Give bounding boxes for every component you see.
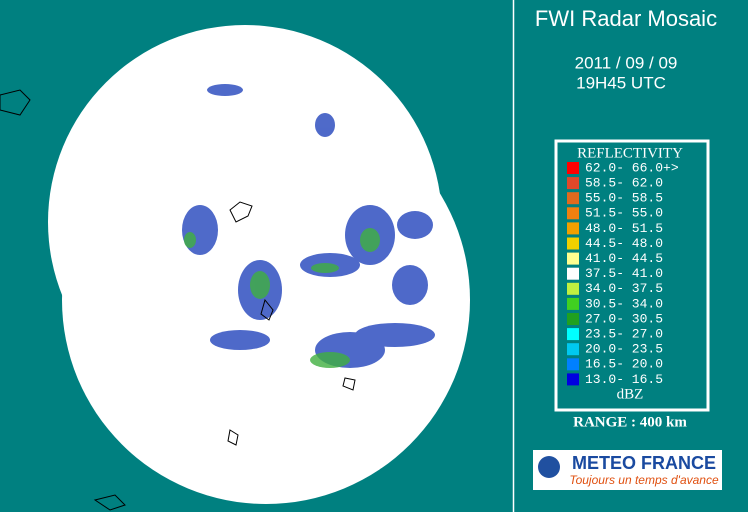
legend-label: 27.0- 30.5 bbox=[585, 311, 663, 326]
legend-label: 48.0- 51.5 bbox=[585, 221, 663, 236]
legend-swatch bbox=[567, 328, 579, 341]
range: RANGE : 400 km bbox=[573, 414, 687, 430]
legend-swatch bbox=[567, 267, 579, 280]
legend-swatch bbox=[567, 207, 579, 220]
logo-tagline: Toujours un temps d'avance bbox=[569, 473, 719, 487]
legend-label: 20.0- 23.5 bbox=[585, 342, 663, 357]
legend-label: 37.5- 41.0 bbox=[585, 266, 663, 281]
legend-swatch bbox=[567, 297, 579, 310]
legend-swatch bbox=[567, 222, 579, 235]
legend-unit: dBZ bbox=[617, 386, 644, 402]
legend-swatch bbox=[567, 313, 579, 325]
time: 19H45 UTC bbox=[576, 73, 666, 92]
legend-label: 41.0- 44.5 bbox=[585, 251, 663, 266]
legend-label: 13.0- 16.5 bbox=[585, 372, 663, 387]
legend-label: 58.5- 62.0 bbox=[585, 176, 663, 191]
legend-label: 44.5- 48.0 bbox=[585, 236, 663, 251]
legend-swatch bbox=[567, 373, 579, 386]
logo-icon bbox=[538, 456, 560, 478]
legend-label: 51.5- 55.0 bbox=[585, 206, 663, 221]
legend-swatch bbox=[567, 252, 579, 265]
legend-label: 34.0- 37.5 bbox=[585, 281, 663, 296]
title: FWI Radar Mosaic bbox=[535, 6, 717, 31]
legend-swatch bbox=[567, 358, 579, 371]
coastlines bbox=[0, 89, 356, 511]
legend-swatch bbox=[567, 177, 579, 190]
legend-swatch bbox=[567, 343, 579, 356]
legend-swatch bbox=[567, 237, 579, 250]
legend-label: 23.5- 27.0 bbox=[585, 327, 663, 342]
date: 2011 / 09 / 09 bbox=[575, 53, 678, 72]
radar-map bbox=[0, 25, 470, 511]
logo-box bbox=[533, 450, 722, 490]
legend-swatch bbox=[567, 192, 579, 205]
legend-label: 16.5- 20.0 bbox=[585, 357, 663, 372]
legend-swatch bbox=[567, 282, 579, 295]
legend-box bbox=[554, 139, 710, 412]
precipitation-core bbox=[184, 228, 380, 368]
legend-label: 55.0- 58.5 bbox=[585, 191, 663, 206]
legend-label: 30.5- 34.0 bbox=[585, 296, 663, 311]
legend-items: 62.0- 66.0+>58.5- 62.055.0- 58.551.5- 55… bbox=[567, 160, 679, 387]
legend-title: REFLECTIVITY bbox=[577, 145, 683, 161]
legend-swatch bbox=[567, 162, 579, 174]
logo-name: METEO FRANCE bbox=[572, 453, 716, 473]
legend-label: 62.0- 66.0+> bbox=[585, 160, 679, 175]
